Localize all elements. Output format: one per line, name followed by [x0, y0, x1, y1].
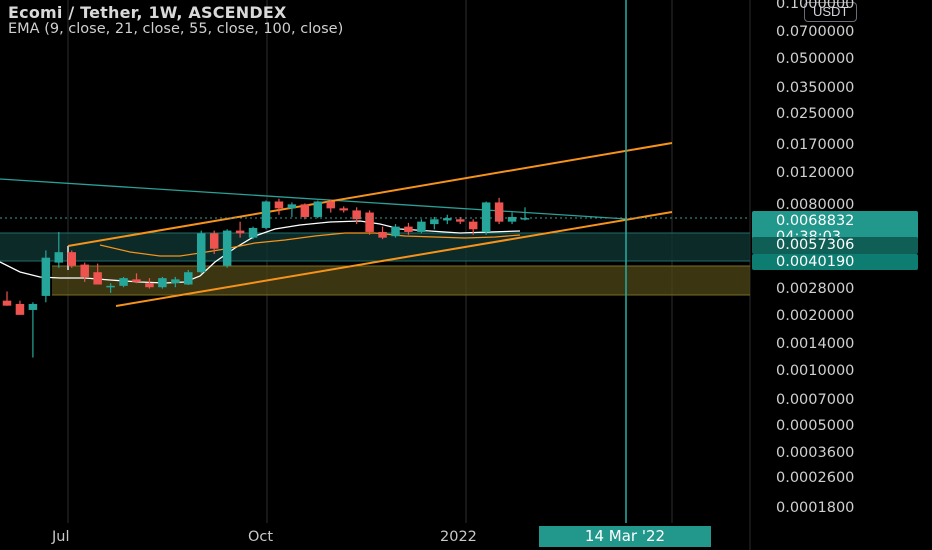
candle-body: [197, 233, 206, 273]
level-label-1: 0.0057306: [752, 237, 918, 254]
candle-body: [430, 219, 439, 225]
candle-body: [67, 252, 76, 266]
channel-lower-line: [115, 211, 673, 307]
time-tick-oct: Oct: [248, 529, 274, 545]
candle-body: [287, 204, 297, 209]
candle-body: [222, 230, 232, 266]
price-tick: 0.0010000: [776, 363, 855, 380]
candle-body: [132, 279, 141, 282]
candle-body: [119, 278, 128, 286]
teal-zone: [0, 233, 750, 261]
candle-body: [41, 257, 51, 296]
candle-body: [15, 303, 25, 315]
price-tick: 0.0005000: [776, 418, 855, 435]
last-price-value: 0.0068832: [776, 213, 855, 229]
yellow-support-zone: [52, 266, 750, 295]
candle-body: [158, 278, 167, 288]
channel-upper-line: [67, 142, 673, 247]
candle-body: [2, 300, 12, 306]
price-tick: 0.0028000: [776, 281, 855, 297]
candle-body: [184, 272, 193, 285]
candle-body: [235, 230, 245, 234]
candle-body: [520, 218, 530, 220]
symbol-title[interactable]: Ecomi / Tether, 1W, ASCENDEX: [8, 3, 287, 22]
candle-body: [326, 201, 335, 209]
candle-body: [339, 208, 348, 211]
candle-body: [391, 226, 400, 237]
price-tick: 0.0500000: [776, 51, 855, 68]
candle-body: [106, 285, 115, 288]
candle-body: [145, 283, 154, 288]
price-zones: [0, 232, 750, 296]
overlay-lines: [0, 0, 750, 523]
descending-trendline: [0, 178, 628, 220]
candle-body: [209, 233, 219, 249]
candle-body: [300, 204, 310, 217]
candle-body: [274, 201, 284, 209]
price-tick: 0.0002600: [776, 470, 855, 487]
candle-body: [365, 212, 374, 232]
candle-body: [54, 252, 64, 263]
candle-body: [313, 201, 323, 217]
ema-21-line: [99, 232, 521, 257]
candles[interactable]: [2, 197, 530, 358]
candle-body: [248, 227, 258, 238]
crosshair-date-label: 14 Mar '22: [539, 526, 711, 547]
currency-button[interactable]: USDT: [804, 2, 858, 22]
candle-body: [443, 218, 452, 221]
price-tick: 0.0700000: [776, 24, 855, 41]
drawing-lines[interactable]: [0, 142, 673, 307]
candle-body: [468, 221, 478, 230]
price-tick: 0.0250000: [776, 106, 855, 123]
price-tick: 0.0350000: [776, 79, 855, 96]
ema-legend[interactable]: EMA (9, close, 21, close, 55, close, 100…: [8, 21, 344, 37]
price-tick: 0.1000000: [776, 0, 855, 12]
candle-body: [261, 201, 271, 228]
candle-body: [352, 210, 361, 220]
candle-body: [494, 202, 504, 222]
price-tick: 0.0014000: [776, 336, 855, 353]
time-tick-jul: Jul: [52, 529, 70, 545]
price-tick: 0.0020000: [776, 307, 855, 324]
price-tick: 0.0007000: [776, 391, 855, 408]
candle-body: [417, 221, 426, 232]
candle-body: [171, 279, 180, 284]
candle-body: [456, 219, 465, 222]
price-tick: 0.0001800: [776, 499, 855, 516]
level-label-2: 0.0040190: [752, 254, 918, 270]
candle-body: [80, 264, 89, 277]
candle-body: [378, 231, 387, 238]
candle-body: [28, 303, 38, 310]
price-tick: 0.0003600: [776, 444, 855, 461]
price-tick: 0.0170000: [776, 137, 855, 154]
time-tick-2022: 2022: [440, 529, 477, 545]
candle-body: [507, 216, 517, 222]
price-tick: 0.0080000: [776, 197, 855, 214]
candle-body: [481, 202, 491, 232]
candle-body: [404, 226, 413, 232]
candle-body: [93, 272, 102, 285]
price-tick: 0.0120000: [776, 165, 855, 181]
